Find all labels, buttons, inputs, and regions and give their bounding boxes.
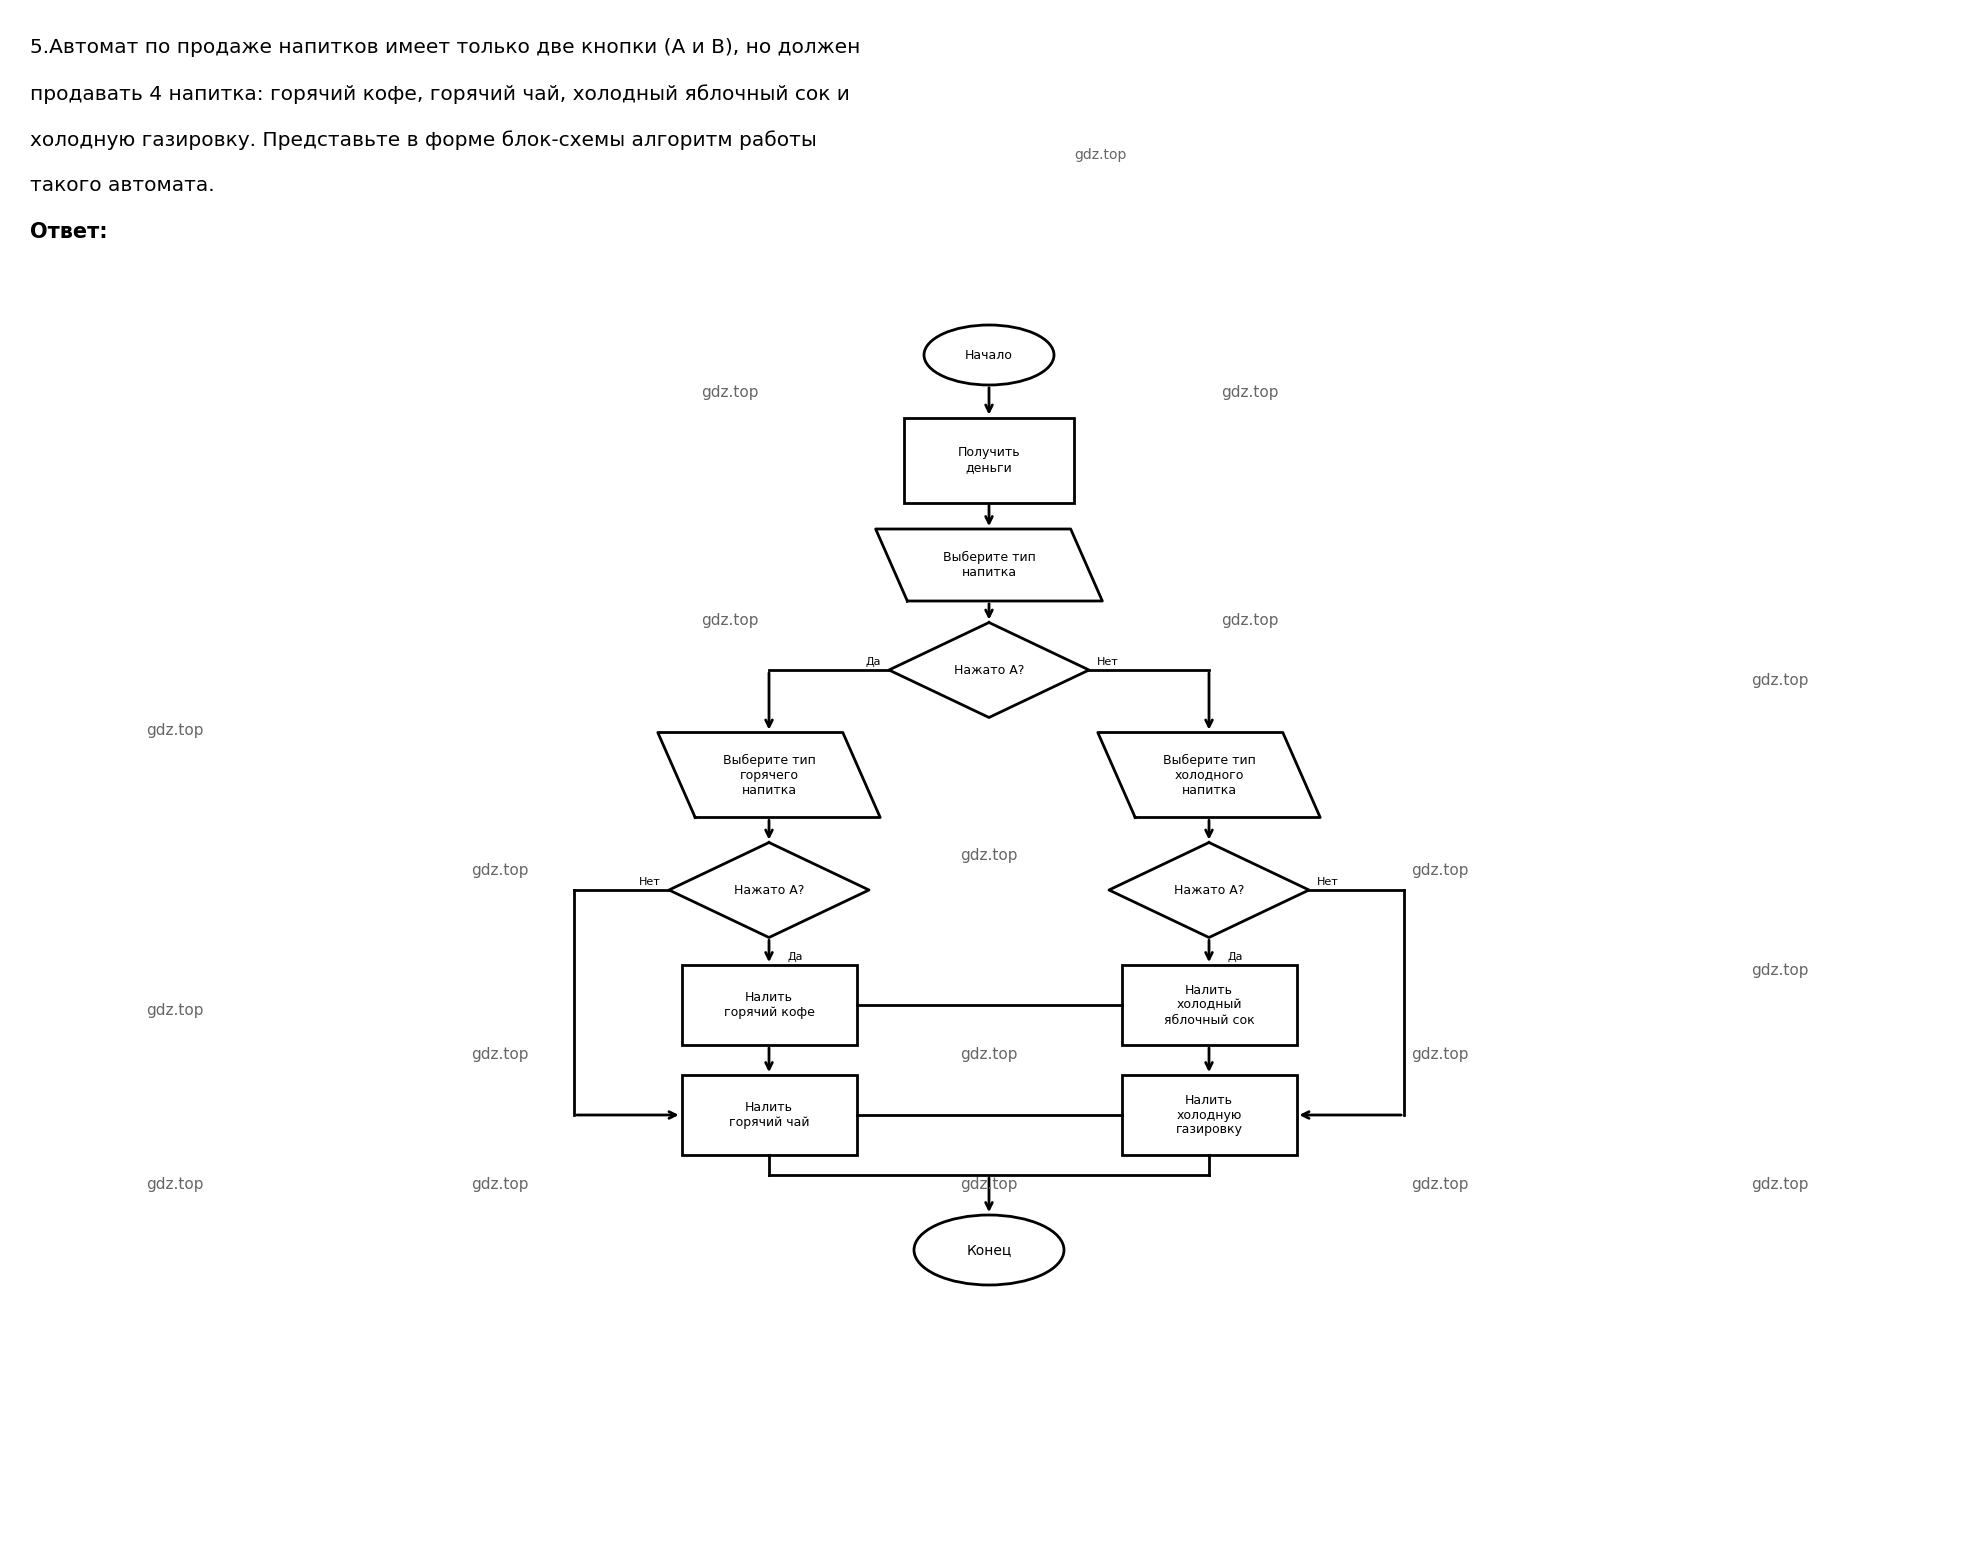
Text: Налить
холодную
газировку: Налить холодную газировку [1175, 1094, 1242, 1137]
Text: Нет: Нет [1317, 877, 1339, 888]
Text: gdz.top: gdz.top [471, 863, 528, 877]
Text: Да: Да [787, 951, 803, 962]
Text: gdz.top: gdz.top [1751, 1177, 1808, 1193]
Text: gdz.top: gdz.top [959, 1047, 1019, 1063]
Text: gdz.top: gdz.top [1410, 1047, 1470, 1063]
Text: такого автомата.: такого автомата. [30, 177, 216, 195]
Text: Выберите тип
холодного
напитка: Выберите тип холодного напитка [1163, 753, 1256, 796]
Bar [682, 965, 856, 1046]
Bar [1122, 965, 1296, 1046]
Text: gdz.top: gdz.top [146, 1177, 204, 1193]
Text: Да: Да [1226, 951, 1242, 962]
Text: Да: Да [866, 657, 880, 668]
Text: Нажато А?: Нажато А? [953, 663, 1025, 677]
Bar [904, 418, 1074, 502]
Text: продавать 4 напитка: горячий кофе, горячий чай, холодный яблочный сок и: продавать 4 напитка: горячий кофе, горяч… [30, 84, 851, 104]
Text: gdz.top: gdz.top [1220, 612, 1278, 627]
Text: Начало: Начало [965, 349, 1013, 361]
Text: gdz.top: gdz.top [471, 1047, 528, 1063]
Text: gdz.top: gdz.top [1220, 384, 1278, 400]
Text: 5.Автомат по продаже напитков имеет только две кнопки (А и В), но должен: 5.Автомат по продаже напитков имеет толь… [30, 39, 860, 57]
Text: Нет: Нет [639, 877, 661, 888]
Text: gdz.top: gdz.top [146, 722, 204, 737]
Text: gdz.top: gdz.top [471, 1177, 528, 1193]
Text: холодную газировку. Представьте в форме блок-схемы алгоритм работы: холодную газировку. Представьте в форме … [30, 130, 817, 150]
Text: Налить
холодный
яблочный сок: Налить холодный яблочный сок [1163, 984, 1254, 1027]
Text: Конец: Конец [967, 1242, 1011, 1256]
Text: Ответ:: Ответ: [30, 222, 107, 242]
Text: gdz.top: gdz.top [702, 384, 760, 400]
Text: gdz.top: gdz.top [146, 1002, 204, 1018]
Text: gdz.top: gdz.top [959, 1177, 1019, 1193]
Bar [1122, 1075, 1296, 1156]
Text: gdz.top: gdz.top [1751, 962, 1808, 977]
Text: gdz.top: gdz.top [702, 612, 760, 627]
Bar [682, 1075, 856, 1156]
Text: gdz.top: gdz.top [959, 847, 1019, 863]
Text: Выберите тип
горячего
напитка: Выберите тип горячего напитка [722, 753, 815, 796]
Text: Получить
деньги: Получить деньги [957, 446, 1021, 474]
Text: Нажато А?: Нажато А? [734, 883, 805, 897]
Text: gdz.top: gdz.top [1074, 149, 1125, 163]
Text: gdz.top: gdz.top [1410, 1177, 1470, 1193]
Text: gdz.top: gdz.top [1751, 672, 1808, 688]
Text: Налить
горячий кофе: Налить горячий кофе [724, 991, 815, 1019]
Text: gdz.top: gdz.top [1410, 863, 1470, 877]
Text: Выберите тип
напитка: Выберите тип напитка [944, 551, 1034, 579]
Text: Нажато А?: Нажато А? [1173, 883, 1244, 897]
Text: Нет: Нет [1098, 657, 1120, 668]
Text: Налить
горячий чай: Налить горячий чай [728, 1101, 809, 1129]
